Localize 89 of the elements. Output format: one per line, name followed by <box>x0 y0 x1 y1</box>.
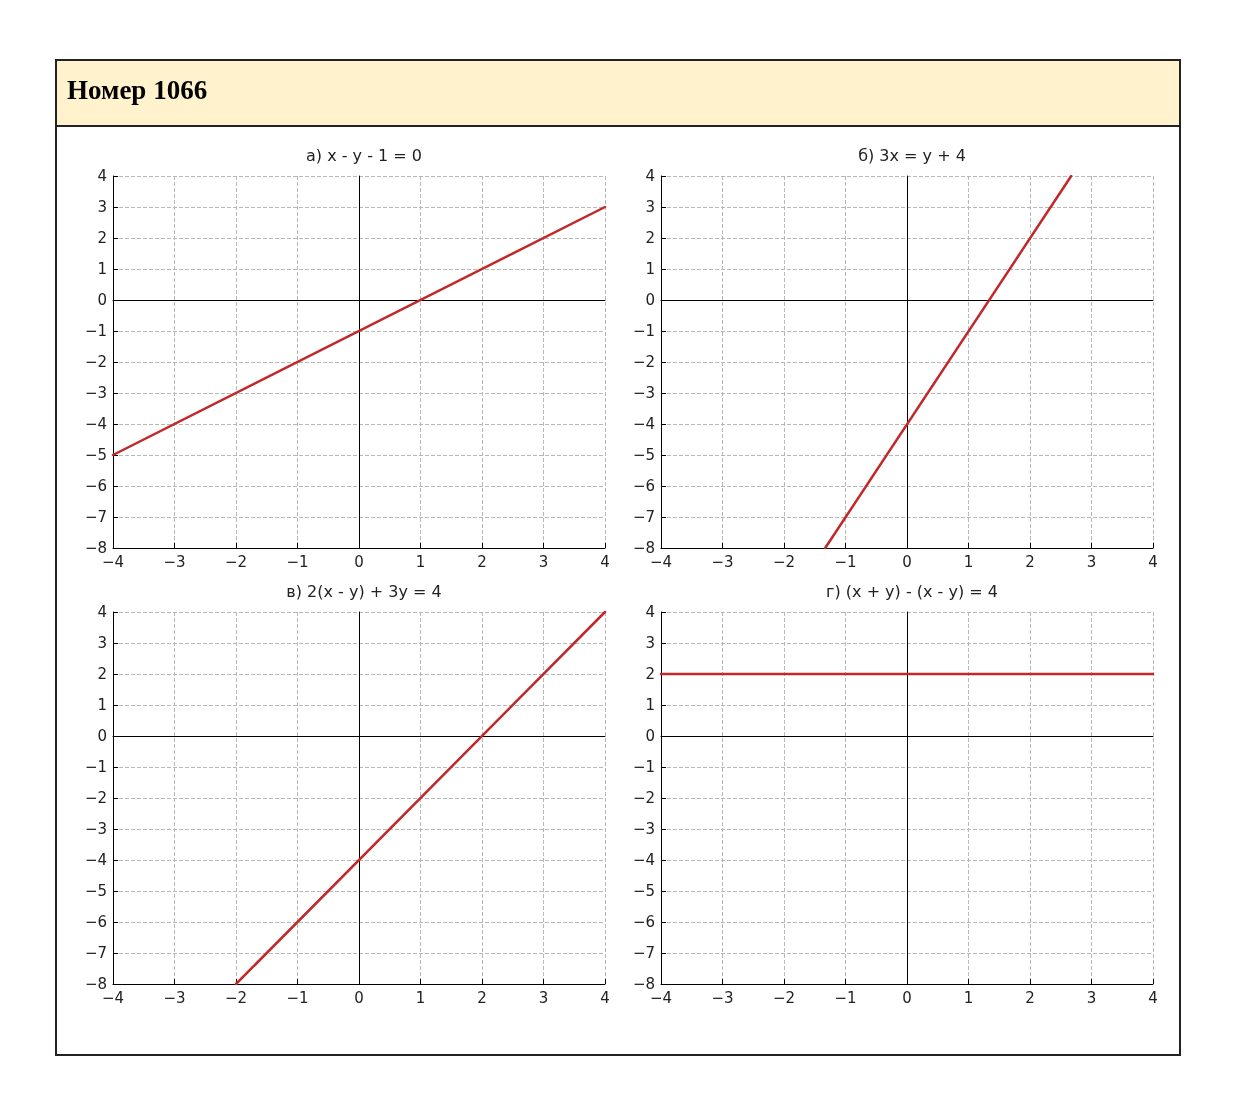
y-tick-label: −1 <box>632 758 655 776</box>
y-tick-label: −5 <box>632 882 655 900</box>
y-tick-label: −6 <box>632 913 655 931</box>
y-tick-label: 0 <box>97 727 107 745</box>
x-tick-label: −2 <box>772 552 796 571</box>
x-tick-label: 3 <box>1086 552 1097 571</box>
x-tick-label: −1 <box>834 988 857 1007</box>
y-tick-label: 4 <box>645 167 655 185</box>
x-tick-label: 2 <box>477 988 487 1007</box>
x-tick-label: 4 <box>600 988 610 1007</box>
x-tick-label: −1 <box>286 988 309 1007</box>
x-tick-label: 2 <box>1025 988 1035 1007</box>
y-tick-label: 4 <box>97 603 107 621</box>
y-tick-label: 2 <box>645 665 655 683</box>
y-tick-label: 2 <box>97 665 107 683</box>
y-tick-label: −4 <box>84 851 107 869</box>
x-tick-label: 1 <box>415 988 426 1007</box>
chart-title: в) 2(x - y) + 3y = 4 <box>286 581 442 601</box>
y-tick-label: 1 <box>97 696 107 714</box>
x-tick-label: 4 <box>1148 552 1158 571</box>
x-tick-label: 0 <box>902 988 912 1007</box>
y-tick-label: −8 <box>632 539 655 557</box>
x-tick-label: 0 <box>354 552 364 571</box>
chart-title: б) 3x = y + 4 <box>858 145 966 165</box>
y-tick-label: −4 <box>632 851 655 869</box>
y-tick-label: −2 <box>632 353 655 371</box>
chart-title: г) (x + y) - (x - y) = 4 <box>826 581 998 601</box>
x-tick-label: 2 <box>1025 552 1035 571</box>
y-tick-label: 3 <box>97 198 107 216</box>
y-tick-label: 2 <box>97 229 107 247</box>
x-tick-label: 2 <box>477 552 487 571</box>
y-tick-label: 1 <box>645 696 655 714</box>
y-tick-label: −8 <box>84 975 107 993</box>
chart-title: а) x - y - 1 = 0 <box>306 145 422 165</box>
y-tick-label: 3 <box>97 634 107 652</box>
x-tick-label: 4 <box>600 552 610 571</box>
y-tick-label: 3 <box>645 634 655 652</box>
y-tick-label: −4 <box>84 415 107 433</box>
y-tick-label: −3 <box>84 820 107 838</box>
y-tick-label: −5 <box>84 882 107 900</box>
x-tick-label: 3 <box>1086 988 1097 1007</box>
y-tick-label: −1 <box>84 758 107 776</box>
y-tick-label: 4 <box>645 603 655 621</box>
y-tick-label: −8 <box>632 975 655 993</box>
y-tick-label: −3 <box>632 820 655 838</box>
text: Номер 1066 <box>67 75 208 106</box>
x-tick-label: 0 <box>354 988 364 1007</box>
y-tick-label: −7 <box>632 508 655 526</box>
x-tick-label: 0 <box>902 552 912 571</box>
x-tick-label: −1 <box>834 552 857 571</box>
y-tick-label: −6 <box>84 477 107 495</box>
y-tick-label: −3 <box>84 384 107 402</box>
y-tick-label: −2 <box>632 789 655 807</box>
x-tick-label: −3 <box>163 552 186 571</box>
y-tick-label: 0 <box>645 727 655 745</box>
y-tick-label: −1 <box>84 322 107 340</box>
y-tick-label: −6 <box>84 913 107 931</box>
y-tick-label: −7 <box>632 944 655 962</box>
x-tick-label: −3 <box>163 988 186 1007</box>
x-tick-label: 4 <box>1148 988 1158 1007</box>
y-tick-label: 0 <box>645 291 655 309</box>
x-tick-label: −2 <box>224 988 248 1007</box>
y-tick-label: −5 <box>632 446 655 464</box>
x-tick-label: −3 <box>711 988 734 1007</box>
x-tick-label: 1 <box>963 988 974 1007</box>
x-tick-label: −2 <box>772 988 796 1007</box>
y-tick-label: 0 <box>97 291 107 309</box>
y-tick-label: 4 <box>97 167 107 185</box>
y-tick-label: −4 <box>632 415 655 433</box>
y-tick-label: −8 <box>84 539 107 557</box>
y-tick-label: 3 <box>645 198 655 216</box>
x-tick-label: −2 <box>224 552 248 571</box>
x-tick-label: 1 <box>415 552 426 571</box>
y-tick-label: 1 <box>97 260 107 278</box>
x-tick-label: −1 <box>286 552 309 571</box>
y-tick-label: −5 <box>84 446 107 464</box>
y-tick-label: −1 <box>632 322 655 340</box>
y-tick-label: 1 <box>645 260 655 278</box>
y-tick-label: −7 <box>84 508 107 526</box>
y-tick-label: −2 <box>84 789 107 807</box>
y-tick-label: −7 <box>84 944 107 962</box>
y-tick-label: −3 <box>632 384 655 402</box>
y-tick-label: −6 <box>632 477 655 495</box>
y-tick-label: −2 <box>84 353 107 371</box>
x-tick-label: 3 <box>538 552 549 571</box>
x-tick-label: 3 <box>538 988 549 1007</box>
x-tick-label: 1 <box>963 552 974 571</box>
y-tick-label: 2 <box>645 229 655 247</box>
x-tick-label: −3 <box>711 552 734 571</box>
